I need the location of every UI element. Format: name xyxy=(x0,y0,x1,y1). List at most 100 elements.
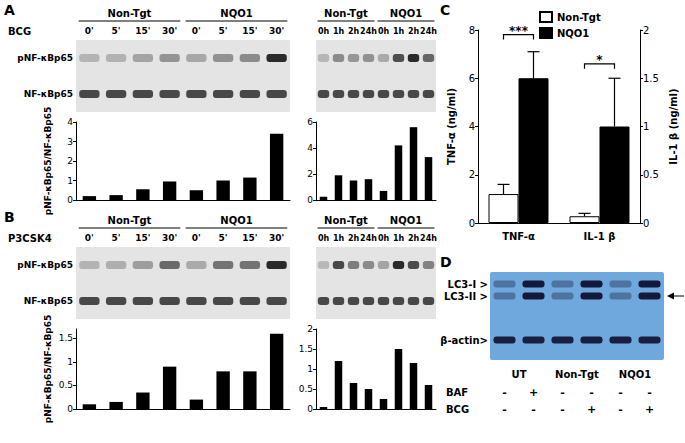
svg-text:B: B xyxy=(4,209,15,225)
svg-text:2: 2 xyxy=(67,156,73,166)
svg-text:BCG: BCG xyxy=(8,26,31,37)
svg-text:Non-Tgt: Non-Tgt xyxy=(324,215,368,226)
svg-text:1h: 1h xyxy=(393,27,405,36)
svg-text:-: - xyxy=(502,386,507,399)
svg-text:+: + xyxy=(529,386,538,399)
svg-text:1: 1 xyxy=(67,176,73,186)
svg-text:6: 6 xyxy=(469,73,475,84)
svg-text:30': 30' xyxy=(269,26,284,36)
svg-text:4: 4 xyxy=(307,143,313,153)
svg-text:0: 0 xyxy=(307,404,313,414)
svg-text:pNF-κBp65/NF-κBp65: pNF-κBp65/NF-κBp65 xyxy=(43,315,53,423)
svg-text:pNF-κBp65/NF-κBp65: pNF-κBp65/NF-κBp65 xyxy=(43,107,53,215)
svg-text:3: 3 xyxy=(67,137,73,147)
svg-text:0h: 0h xyxy=(318,234,330,243)
svg-text:0': 0' xyxy=(192,26,201,36)
svg-text:24h: 24h xyxy=(420,27,437,36)
svg-text:C: C xyxy=(440,2,450,18)
svg-text:Non-Tgt: Non-Tgt xyxy=(557,12,601,23)
svg-text:0: 0 xyxy=(67,195,73,205)
svg-text:-: - xyxy=(560,386,565,399)
svg-text:-: - xyxy=(618,403,623,416)
svg-text:NQO1: NQO1 xyxy=(557,28,589,39)
svg-text:15': 15' xyxy=(242,233,257,243)
svg-text:15': 15' xyxy=(135,233,150,243)
svg-text:Non-Tgt: Non-Tgt xyxy=(555,369,599,380)
svg-text:2h: 2h xyxy=(348,27,360,36)
svg-text:24h: 24h xyxy=(420,234,437,243)
svg-text:4: 4 xyxy=(469,121,475,132)
svg-text:0': 0' xyxy=(85,26,94,36)
svg-text:NQO1: NQO1 xyxy=(390,8,422,19)
svg-text:2: 2 xyxy=(307,169,313,179)
svg-text:0.5: 0.5 xyxy=(643,169,659,180)
svg-text:-: - xyxy=(502,403,507,416)
svg-text:NQO1: NQO1 xyxy=(619,369,651,380)
svg-text:+: + xyxy=(587,403,596,416)
svg-text:pNF-κBp65: pNF-κBp65 xyxy=(17,53,73,63)
svg-text:D: D xyxy=(440,254,452,270)
svg-text:-: - xyxy=(647,386,652,399)
svg-text:2h: 2h xyxy=(408,234,420,243)
svg-text:24h: 24h xyxy=(360,234,377,243)
svg-text:IL-1 β: IL-1 β xyxy=(584,231,616,242)
svg-text:2: 2 xyxy=(643,25,649,36)
svg-text:6: 6 xyxy=(307,117,313,127)
svg-text:30': 30' xyxy=(162,26,177,36)
svg-text:TNF-α: TNF-α xyxy=(502,231,535,242)
svg-text:NQO1: NQO1 xyxy=(220,215,252,226)
svg-text:5': 5' xyxy=(219,26,228,36)
svg-text:NQO1: NQO1 xyxy=(390,215,422,226)
svg-text:30': 30' xyxy=(269,233,284,243)
svg-text:IL-1 β (ng/ml): IL-1 β (ng/ml) xyxy=(668,88,679,164)
svg-text:1.5: 1.5 xyxy=(643,73,659,84)
svg-text:NF-κBp65: NF-κBp65 xyxy=(24,89,73,99)
svg-text:0': 0' xyxy=(192,233,201,243)
svg-text:1h: 1h xyxy=(393,234,405,243)
svg-text:NF-κBp65: NF-κBp65 xyxy=(24,296,73,306)
svg-text:-: - xyxy=(589,386,594,399)
svg-text:LC3-I >: LC3-I > xyxy=(448,279,488,290)
svg-text:24h: 24h xyxy=(360,27,377,36)
svg-text:1.5: 1.5 xyxy=(299,344,313,354)
svg-text:pNF-κBp65: pNF-κBp65 xyxy=(17,260,73,270)
svg-text:2: 2 xyxy=(307,324,313,334)
svg-text:NQO1: NQO1 xyxy=(220,8,252,19)
svg-text:β-actin>: β-actin> xyxy=(440,335,488,346)
svg-text:BCG: BCG xyxy=(446,404,469,415)
svg-text:0.5: 0.5 xyxy=(59,380,73,390)
svg-text:0h: 0h xyxy=(378,27,390,36)
svg-text:Non-Tgt: Non-Tgt xyxy=(108,215,152,226)
svg-text:***: *** xyxy=(509,24,529,38)
svg-text:2h: 2h xyxy=(408,27,420,36)
svg-text:TNF-α (ng/ml): TNF-α (ng/ml) xyxy=(446,88,457,165)
svg-text:1h: 1h xyxy=(333,27,345,36)
svg-text:2: 2 xyxy=(469,169,475,180)
svg-text:4: 4 xyxy=(67,117,73,127)
svg-text:1: 1 xyxy=(67,357,73,367)
svg-text:0: 0 xyxy=(643,218,649,229)
svg-text:-: - xyxy=(560,403,565,416)
svg-text:8: 8 xyxy=(469,25,475,36)
svg-text:1h: 1h xyxy=(333,234,345,243)
svg-text:15': 15' xyxy=(242,26,257,36)
svg-text:A: A xyxy=(4,2,15,18)
svg-text:5': 5' xyxy=(112,26,121,36)
svg-text:-: - xyxy=(531,403,536,416)
svg-text:0: 0 xyxy=(307,195,313,205)
svg-text:+: + xyxy=(645,403,654,416)
svg-text:0h: 0h xyxy=(318,27,330,36)
svg-text:UT: UT xyxy=(512,369,527,380)
svg-text:1: 1 xyxy=(643,121,649,132)
svg-text:15': 15' xyxy=(135,26,150,36)
svg-text:-: - xyxy=(618,386,623,399)
svg-text:2h: 2h xyxy=(348,234,360,243)
svg-text:*: * xyxy=(596,53,603,67)
svg-text:5': 5' xyxy=(112,233,121,243)
svg-text:0.5: 0.5 xyxy=(299,384,313,394)
svg-text:P3CSK4: P3CSK4 xyxy=(8,233,52,244)
svg-text:1.5: 1.5 xyxy=(59,333,73,343)
svg-text:5': 5' xyxy=(219,233,228,243)
svg-text:0': 0' xyxy=(85,233,94,243)
svg-text:30': 30' xyxy=(162,233,177,243)
